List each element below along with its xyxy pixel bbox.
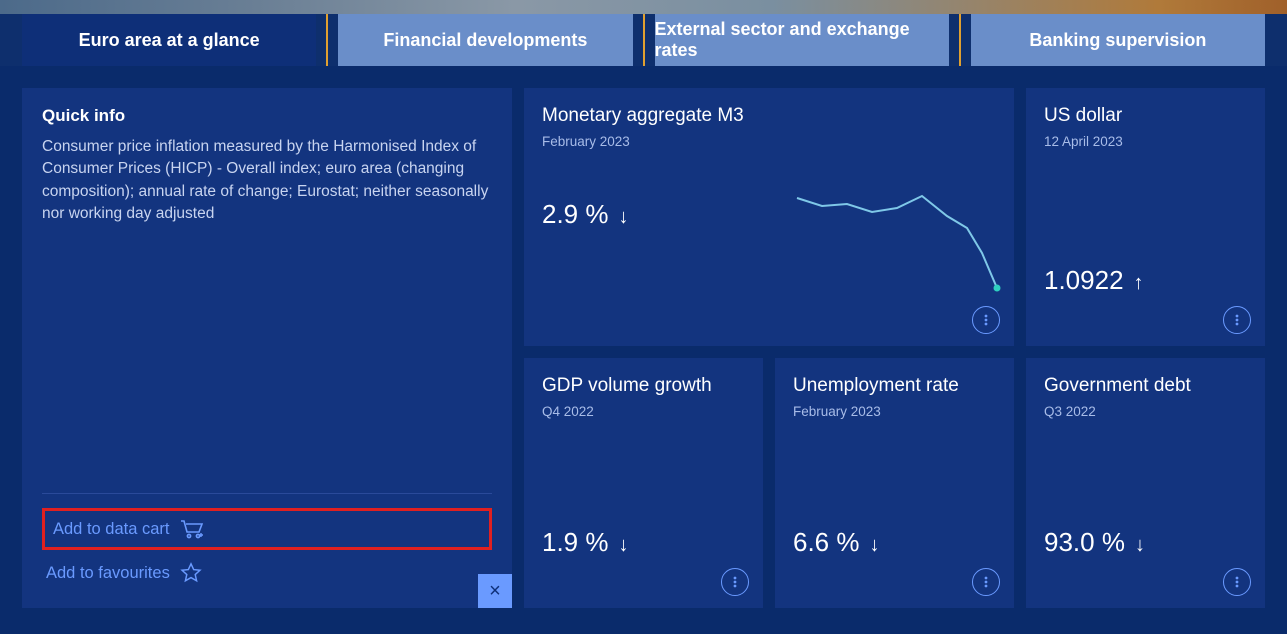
add-to-favourites-link[interactable]: Add to favourites bbox=[42, 556, 206, 590]
more-options-button[interactable] bbox=[972, 306, 1000, 334]
content-area: Quick info Consumer price inflation meas… bbox=[0, 66, 1287, 630]
card-monetary-aggregate-m3[interactable]: Monetary aggregate M3 February 2023 2.9 … bbox=[524, 88, 1014, 346]
card-title: US dollar bbox=[1044, 104, 1247, 128]
header-banner bbox=[0, 0, 1287, 14]
tab-separator bbox=[643, 14, 645, 66]
trend-up-icon: ↑ bbox=[1134, 272, 1144, 295]
card-value-row: 2.9 % ↓ bbox=[542, 199, 762, 230]
trend-down-icon: ↓ bbox=[619, 534, 629, 557]
card-government-debt[interactable]: Government debt Q3 2022 93.0 % ↓ bbox=[1026, 358, 1265, 608]
card-title: Unemployment rate bbox=[793, 374, 996, 398]
card-value: 2.9 % bbox=[542, 199, 609, 230]
more-options-button[interactable] bbox=[721, 568, 749, 596]
quick-info-description: Consumer price inflation measured by the… bbox=[42, 136, 492, 226]
tab-euro-area[interactable]: Euro area at a glance bbox=[22, 14, 316, 66]
tab-banking-supervision[interactable]: Banking supervision bbox=[971, 14, 1265, 66]
cards-grid: Monetary aggregate M3 February 2023 2.9 … bbox=[524, 88, 1265, 608]
card-date: February 2023 bbox=[793, 404, 996, 419]
more-options-button[interactable] bbox=[972, 568, 1000, 596]
tab-separator bbox=[959, 14, 961, 66]
card-value: 1.9 % bbox=[542, 527, 609, 558]
card-us-dollar[interactable]: US dollar 12 April 2023 1.0922 ↑ bbox=[1026, 88, 1265, 346]
card-date: February 2023 bbox=[542, 134, 762, 149]
tab-separator bbox=[326, 14, 328, 66]
add-to-data-cart-label: Add to data cart bbox=[53, 520, 170, 539]
trend-down-icon: ↓ bbox=[619, 206, 629, 229]
tab-external-sector[interactable]: External sector and exchange rates bbox=[655, 14, 949, 66]
quick-info-title: Quick info bbox=[42, 106, 492, 126]
trend-down-icon: ↓ bbox=[1135, 534, 1145, 557]
card-date: Q4 2022 bbox=[542, 404, 745, 419]
cart-plus-icon bbox=[180, 519, 206, 539]
more-options-button[interactable] bbox=[1223, 306, 1251, 334]
card-title: Government debt bbox=[1044, 374, 1247, 398]
card-value-row: 1.9 % ↓ bbox=[542, 527, 745, 558]
trend-down-icon: ↓ bbox=[870, 534, 880, 557]
quick-info-panel: Quick info Consumer price inflation meas… bbox=[22, 88, 512, 608]
card-title: Monetary aggregate M3 bbox=[542, 104, 762, 128]
card-date: Q3 2022 bbox=[1044, 404, 1247, 419]
card-title: GDP volume growth bbox=[542, 374, 745, 398]
highlight-box: Add to data cart bbox=[42, 508, 492, 550]
card-value: 1.0922 bbox=[1044, 265, 1124, 296]
tab-financial-developments[interactable]: Financial developments bbox=[338, 14, 632, 66]
more-options-button[interactable] bbox=[1223, 568, 1251, 596]
card-value: 6.6 % bbox=[793, 527, 860, 558]
card-value-row: 1.0922 ↑ bbox=[1044, 265, 1247, 296]
add-to-data-cart-link[interactable]: Add to data cart bbox=[49, 513, 210, 545]
card-value-row: 6.6 % ↓ bbox=[793, 527, 996, 558]
card-value: 93.0 % bbox=[1044, 527, 1125, 558]
close-button[interactable]: × bbox=[478, 574, 512, 608]
sparkline-chart bbox=[792, 158, 1002, 298]
card-value-row: 93.0 % ↓ bbox=[1044, 527, 1247, 558]
card-unemployment-rate[interactable]: Unemployment rate February 2023 6.6 % ↓ bbox=[775, 358, 1014, 608]
card-date: 12 April 2023 bbox=[1044, 134, 1247, 149]
tab-bar: Euro area at a glance Financial developm… bbox=[0, 14, 1287, 66]
quick-info-actions: Add to data cart Add to favourites bbox=[42, 493, 492, 590]
card-gdp-volume-growth[interactable]: GDP volume growth Q4 2022 1.9 % ↓ bbox=[524, 358, 763, 608]
add-to-favourites-label: Add to favourites bbox=[46, 564, 170, 583]
star-icon bbox=[180, 562, 202, 584]
